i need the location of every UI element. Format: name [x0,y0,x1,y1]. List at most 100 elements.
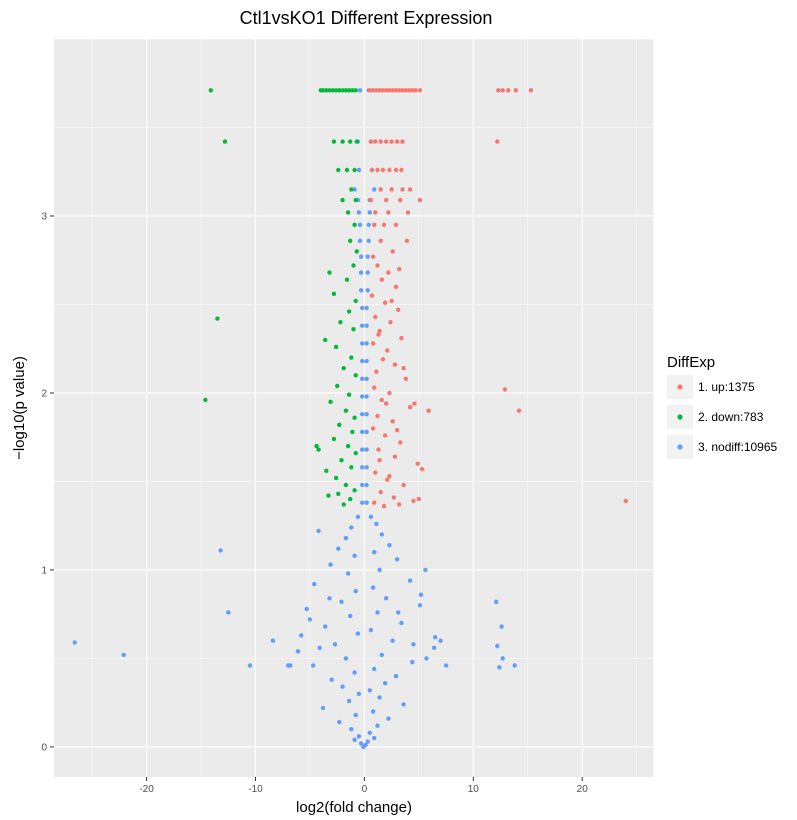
data-point-up [385,477,390,482]
data-point-up [506,88,511,93]
data-point-up [410,88,415,93]
data-point-up [406,88,412,93]
data-point-up [394,139,400,144]
data-point-up [513,88,518,93]
data-point-down [314,443,319,449]
data-point-down [349,187,354,192]
data-point-nodiff [364,429,369,435]
data-point-nodiff [367,688,372,693]
data-point-up [386,270,391,275]
data-point-nodiff [367,210,372,215]
data-point-nodiff [358,254,364,259]
data-point-up [391,495,396,500]
data-point-up [374,369,379,374]
data-point-up [399,335,404,341]
data-point-down [203,397,208,403]
data-point-up [367,88,372,93]
data-point-down [348,139,353,144]
data-point-nodiff [355,631,361,636]
data-point-down [333,344,339,350]
data-point-up [390,249,395,254]
data-point-down [354,139,359,144]
data-point-nodiff [424,656,429,661]
data-point-nodiff [364,412,369,417]
data-point-nodiff [399,620,404,626]
data-point-nodiff [288,663,293,668]
data-point-down [333,88,339,93]
x-tick-label: 20 [577,784,589,795]
data-point-down [346,88,352,93]
data-point-up [496,88,501,93]
data-point-nodiff [499,624,504,629]
data-point-up [377,88,382,93]
data-point-up [399,167,404,173]
data-point-up [397,502,402,507]
data-point-up [500,88,505,93]
data-point-up [392,454,398,459]
data-point-up [389,139,394,144]
data-point-nodiff [360,341,365,346]
data-point-nodiff [364,465,369,470]
x-tick-label: 0 [362,784,368,795]
data-point-nodiff [387,543,392,548]
legend-item-up: 1. up:1375 [667,375,755,399]
data-point-up [374,88,379,93]
data-point-down [338,320,343,325]
data-point-up [382,433,388,438]
data-point-nodiff [349,727,354,732]
data-point-down [326,493,331,498]
data-point-nodiff [353,589,358,594]
data-point-down [349,465,354,470]
data-point-up [372,222,377,227]
data-point-up [369,167,375,173]
data-point-nodiff [379,652,384,658]
data-point-up [387,88,392,93]
data-point-nodiff [418,592,424,597]
data-point-down [346,309,352,314]
data-point-nodiff [337,719,342,725]
legend-title: DiffExp [667,354,715,371]
data-point-up [375,263,380,268]
legend-label-down: 2. down:783 [698,410,764,424]
data-point-up [388,320,393,325]
data-point-nodiff [295,649,301,654]
data-point-nodiff [360,429,365,435]
data-point-up [381,222,387,227]
data-point-up [378,187,383,192]
data-point-nodiff [443,663,449,668]
data-point-nodiff [382,681,388,686]
data-point-up [378,139,383,144]
data-point-up [413,88,418,93]
legend-item-down: 2. down:783 [667,405,764,429]
data-point-nodiff [336,546,341,551]
data-point-down [349,355,354,360]
data-point-down [335,383,340,389]
data-point-down [353,450,358,456]
data-point-nodiff [364,305,369,311]
data-point-down [324,88,329,93]
data-point-up [516,408,522,413]
data-point-nodiff [247,663,253,668]
data-point-nodiff [356,210,362,215]
data-point-nodiff [367,730,372,735]
data-point-up [401,482,406,488]
data-point-up [403,88,408,93]
data-point-up [370,426,376,431]
data-point-up [412,401,417,406]
data-point-up [401,366,406,371]
data-point-down [215,316,220,321]
data-point-down [345,210,351,215]
data-point-down [316,447,321,452]
data-point-nodiff [316,528,321,534]
data-point-up [393,284,399,289]
data-point-nodiff [366,238,371,243]
data-point-down [350,429,355,435]
data-point-up [373,470,378,475]
data-point-up [397,266,402,272]
data-point-nodiff [364,447,369,452]
data-point-up [394,427,400,433]
data-point-up [380,167,386,173]
data-point-nodiff [357,238,363,243]
data-point-up [495,139,500,144]
